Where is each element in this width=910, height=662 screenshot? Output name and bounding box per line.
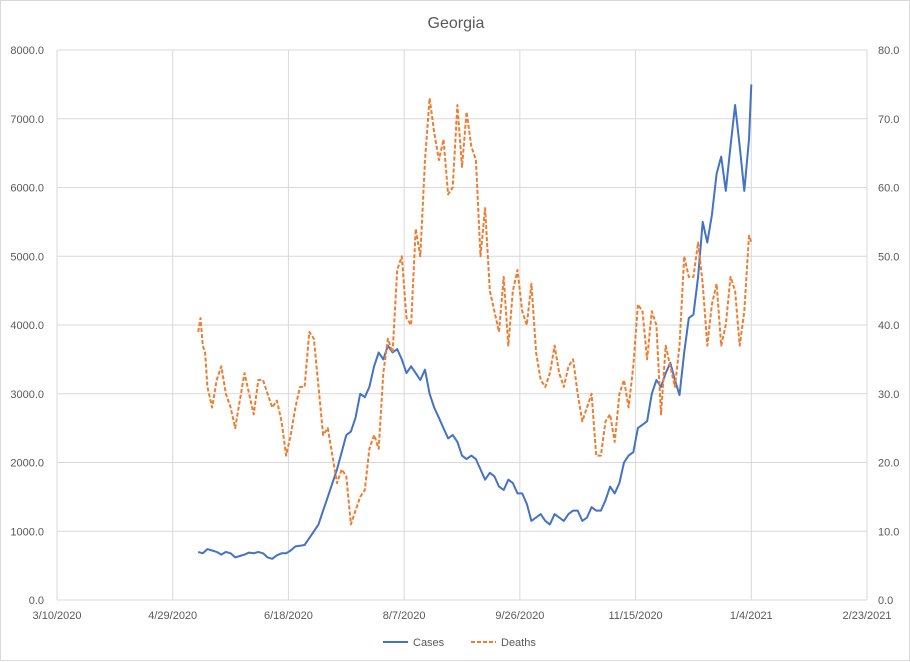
right-y-tick-label: 70.0 xyxy=(878,114,899,126)
left-y-tick-label: 1000.0 xyxy=(10,526,44,538)
legend-label-deaths: Deaths xyxy=(501,637,536,649)
x-tick-label: 11/15/2020 xyxy=(608,610,662,622)
gridlines xyxy=(56,49,868,601)
x-tick-label: 1/4/2021 xyxy=(730,610,773,622)
series-line-cases xyxy=(197,84,753,560)
left-y-tick-label: 2000.0 xyxy=(10,458,44,470)
x-axis-tick-labels: 3/10/2020 4/29/2020 6/18/2020 8/7/2020 9/26/… xyxy=(33,610,892,622)
series-line-deaths xyxy=(197,97,753,526)
x-tick-label: 8/7/2020 xyxy=(383,610,426,622)
series-lines xyxy=(197,84,753,560)
x-tick-label: 9/26/2020 xyxy=(495,610,544,622)
legend: Cases Deaths xyxy=(383,637,536,649)
legend-label-cases: Cases xyxy=(413,637,445,649)
left-y-tick-label: 3000.0 xyxy=(10,389,44,401)
right-y-tick-label: 30.0 xyxy=(878,389,899,401)
left-y-tick-label: 6000.0 xyxy=(10,183,44,195)
right-y-tick-label: 20.0 xyxy=(878,458,899,470)
right-axis-tick-labels: 0.0 10.0 20.0 30.0 40.0 50.0 60.0 70.0 80.0 xyxy=(878,45,899,607)
right-y-tick-label: 10.0 xyxy=(878,526,899,538)
right-y-tick-label: 80.0 xyxy=(878,45,899,57)
left-axis-tick-labels: 0.0 1000.0 2000.0 3000.0 4000.0 5000.0 6000.0 7… xyxy=(10,45,44,607)
right-y-tick-label: 60.0 xyxy=(878,183,899,195)
left-y-tick-label: 7000.0 xyxy=(10,114,44,126)
left-y-tick-label: 8000.0 xyxy=(10,45,44,57)
x-tick-label: 3/10/2020 xyxy=(33,610,82,622)
right-y-tick-label: 0.0 xyxy=(878,595,893,607)
chart-title: Georgia xyxy=(428,15,485,32)
left-y-tick-label: 0.0 xyxy=(29,595,44,607)
x-tick-label: 4/29/2020 xyxy=(148,610,197,622)
right-y-tick-label: 50.0 xyxy=(878,251,899,263)
left-y-tick-label: 5000.0 xyxy=(10,251,44,263)
x-tick-label: 6/18/2020 xyxy=(264,610,313,622)
left-y-tick-label: 4000.0 xyxy=(10,320,44,332)
right-y-tick-label: 40.0 xyxy=(878,320,899,332)
x-tick-label: 2/23/2021 xyxy=(843,610,892,622)
